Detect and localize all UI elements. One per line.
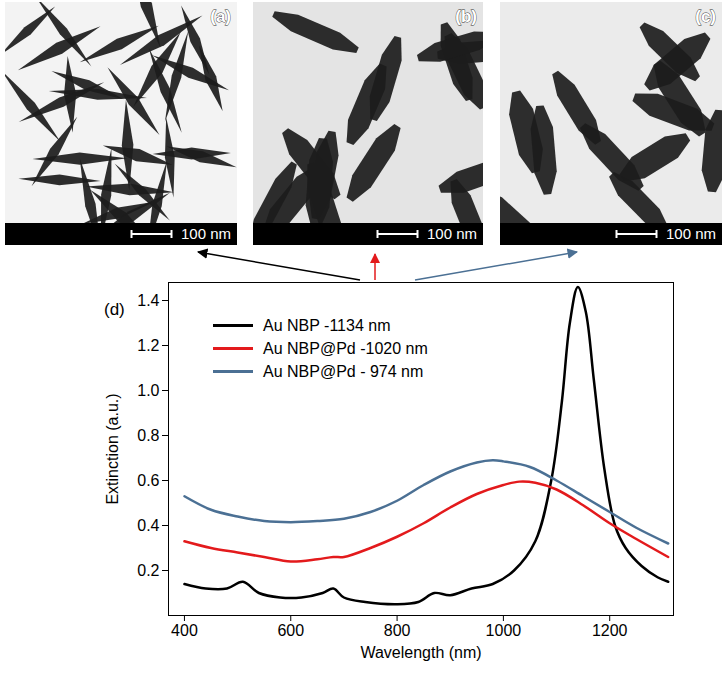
html-text:(d): (d): [104, 300, 125, 319]
svg-text:0.2: 0.2: [137, 562, 159, 579]
svg-text:Wavelength (nm): Wavelength (nm): [360, 644, 481, 661]
svg-text:Extinction (a.u.): Extinction (a.u.): [104, 393, 121, 504]
svg-text:100 nm: 100 nm: [427, 225, 477, 242]
svg-text:100 nm: 100 nm: [666, 225, 716, 242]
svg-text:0.8: 0.8: [137, 427, 159, 444]
svg-text:1.0: 1.0: [137, 382, 159, 399]
svg-text:0.4: 0.4: [137, 517, 159, 534]
svg-text:1.2: 1.2: [137, 337, 159, 354]
svg-text:400: 400: [171, 622, 198, 639]
html-text:Au NBP -1134 nm: Au NBP -1134 nm: [263, 316, 391, 334]
html-text:Au NBP@Pd -1020 nm: Au NBP@Pd -1020 nm: [263, 339, 428, 357]
svg-text:100 nm: 100 nm: [181, 225, 231, 242]
svg-text:1.4: 1.4: [137, 292, 159, 309]
svg-text:1200: 1200: [592, 622, 628, 639]
svg-text:(c): (c): [695, 7, 716, 26]
svg-text:800: 800: [384, 622, 411, 639]
svg-text:(a): (a): [210, 7, 231, 26]
html-text:Au NBP@Pd - 974 nm: Au NBP@Pd - 974 nm: [263, 362, 424, 380]
svg-text:(b): (b): [455, 7, 477, 26]
svg-text:0.6: 0.6: [137, 472, 159, 489]
svg-text:1000: 1000: [486, 622, 522, 639]
svg-text:600: 600: [277, 622, 304, 639]
